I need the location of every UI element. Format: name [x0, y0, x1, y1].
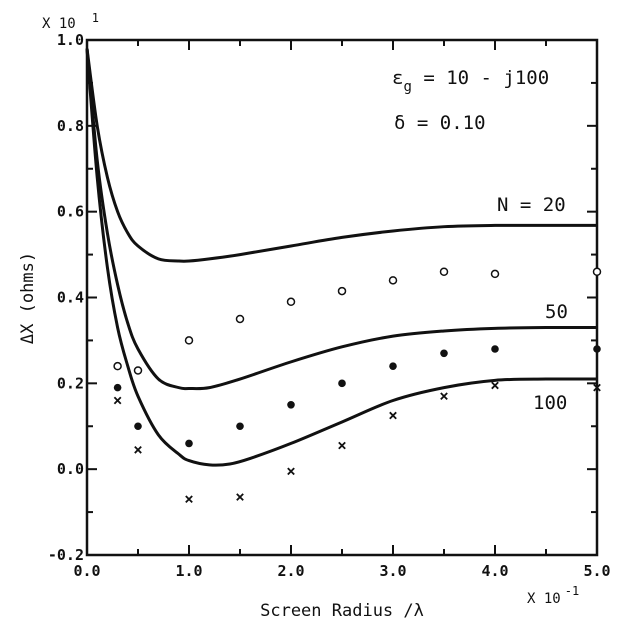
plot-frame — [85, 38, 599, 557]
x-multiplier-exp: -1 — [565, 584, 579, 598]
data-point-filled-circle — [287, 400, 295, 409]
data-point-cross — [113, 396, 122, 405]
series-line — [85, 48, 597, 263]
y-tick-label: 0.4 — [57, 289, 84, 307]
data-point-filled-circle — [185, 439, 193, 448]
data-point-filled-circle — [491, 345, 499, 353]
x-tick-label: 1.0 — [175, 562, 202, 580]
x-tick-label: 0.0 — [73, 562, 100, 580]
data-point-filled-circle — [593, 345, 601, 353]
data-point-filled-circle — [113, 383, 122, 392]
data-point-open-circle — [439, 267, 449, 276]
data-point-cross — [389, 411, 397, 420]
data-point-open-circle — [133, 366, 143, 375]
data-point-open-circle — [337, 286, 347, 296]
x-axis-label: Screen Radius /λ — [260, 601, 424, 621]
data-point-filled-circle — [338, 379, 346, 388]
x-tick-label: 5.0 — [583, 562, 610, 580]
y-tick-label: 0.2 — [57, 374, 84, 392]
data-point-filled-circle — [440, 349, 448, 358]
data-point-cross — [593, 383, 601, 392]
data-point-cross — [185, 495, 193, 504]
data-point-open-circle — [235, 314, 245, 324]
data-point-cross — [338, 441, 346, 450]
series-label-n20: N = 20 — [497, 194, 566, 216]
series-line — [85, 48, 598, 391]
data-point-cross — [287, 467, 295, 476]
data-point-cross — [236, 493, 244, 501]
data-point-filled-circle — [134, 422, 142, 431]
data-point-open-circle — [184, 336, 194, 345]
x-tick-label: 4.0 — [481, 562, 508, 580]
y-multiplier-exp: 1 — [92, 11, 99, 25]
y-tick-label: 0.6 — [57, 203, 84, 221]
delta-annotation: δ = 0.10 — [394, 112, 486, 134]
y-tick-label: 1.0 — [57, 31, 84, 49]
series-layer — [85, 48, 598, 467]
data-point-filled-circle — [236, 422, 244, 431]
data-point-cross — [491, 381, 499, 390]
tick-labels: 0.0 1.0 2.0 3.0 4.0 5.0-0.20.00.20.40.60.81.0 — [48, 31, 611, 580]
x-multiplier: X 10 -1 — [527, 584, 579, 607]
axis-ticks — [86, 39, 598, 556]
data-point-open-circle — [388, 276, 398, 285]
marker-layer — [113, 267, 602, 504]
data-point-open-circle — [113, 361, 122, 371]
data-point-open-circle — [286, 297, 296, 307]
y-axis-label: ΔX (ohms) — [18, 252, 38, 344]
data-point-open-circle — [592, 267, 602, 276]
series-label-50: 50 — [545, 301, 568, 323]
epsilon-annotation: εg = 10 - j100 — [392, 67, 549, 95]
data-point-filled-circle — [389, 362, 397, 370]
x-tick-label: 2.0 — [277, 562, 304, 580]
data-point-cross — [134, 446, 142, 454]
y-tick-label: 0.0 — [57, 460, 84, 478]
series-line — [85, 48, 598, 467]
series-label-100: 100 — [533, 392, 567, 414]
y-multiplier: X 10 1 — [42, 11, 99, 32]
y-tick-label: 0.8 — [57, 117, 84, 135]
data-point-cross — [440, 392, 448, 401]
y-tick-label: -0.2 — [48, 546, 84, 564]
data-point-open-circle — [490, 269, 500, 279]
x-tick-label: 3.0 — [379, 562, 406, 580]
